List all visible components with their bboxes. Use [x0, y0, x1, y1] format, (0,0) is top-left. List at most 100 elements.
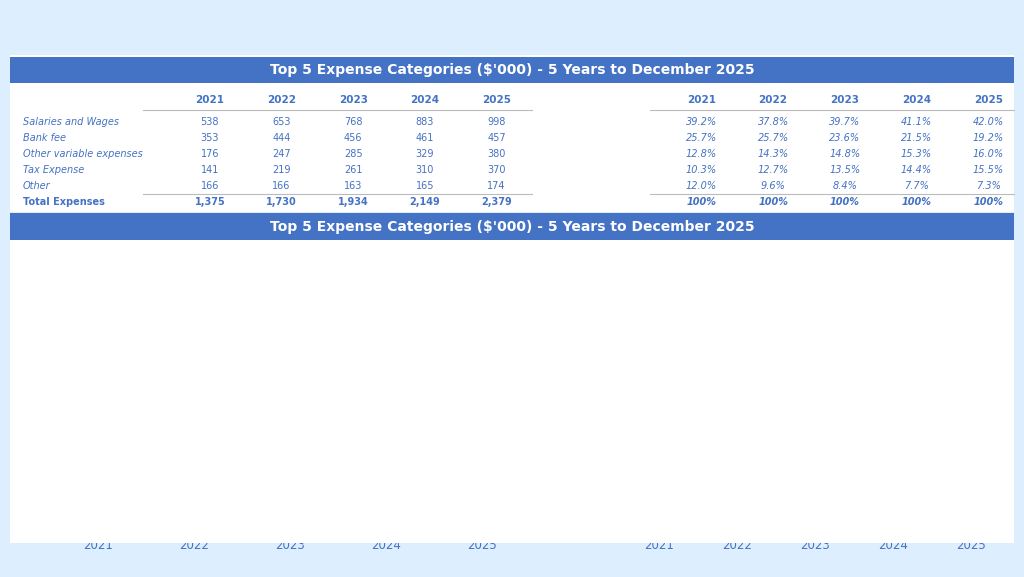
Text: Bank fee: Bank fee: [667, 343, 710, 354]
Bar: [69, 423, 128, 535]
Text: Bank fee: Bank fee: [23, 133, 66, 143]
Text: Salaries and
Wages: Salaries and Wages: [667, 280, 727, 302]
Text: 380: 380: [487, 149, 506, 159]
Bar: [260, 311, 319, 353]
Bar: [356, 355, 416, 417]
Text: 370: 370: [487, 165, 506, 175]
Text: 165: 165: [375, 254, 396, 264]
Text: Other variable
expenses: Other variable expenses: [667, 392, 737, 414]
Bar: [453, 359, 512, 415]
Text: 310: 310: [375, 286, 396, 296]
Text: 100%: 100%: [829, 197, 860, 207]
Text: 14.8%: 14.8%: [829, 149, 860, 159]
Text: 219: 219: [272, 165, 291, 175]
Text: 1,934: 1,934: [338, 197, 369, 207]
Text: 461: 461: [416, 133, 434, 143]
Text: 42.0%: 42.0%: [973, 117, 1004, 127]
Text: 653: 653: [183, 476, 205, 486]
Text: 166: 166: [87, 261, 109, 271]
Text: 219: 219: [183, 289, 205, 299]
Text: 998: 998: [487, 117, 506, 127]
Text: 1,730: 1,730: [266, 197, 297, 207]
Text: 285: 285: [344, 149, 362, 159]
Text: 998: 998: [471, 470, 493, 480]
Text: 538: 538: [87, 474, 109, 484]
Text: 2025: 2025: [974, 95, 1002, 105]
Text: Top 5 Expense Categories ($'000) - 5 Years to December 2025: Top 5 Expense Categories ($'000) - 5 Yea…: [269, 63, 755, 77]
Bar: [453, 248, 512, 269]
Text: 456: 456: [344, 133, 362, 143]
Text: 2025: 2025: [482, 95, 511, 105]
Text: 12.0%: 12.0%: [686, 181, 717, 191]
Text: 39.2%: 39.2%: [686, 117, 717, 127]
Bar: [260, 248, 319, 272]
Text: 25.7%: 25.7%: [758, 133, 788, 143]
Text: 2024: 2024: [902, 95, 931, 105]
Text: Other variable expenses: Other variable expenses: [23, 149, 142, 159]
Text: Salaries and Wages: Salaries and Wages: [23, 117, 119, 127]
Bar: [69, 349, 128, 423]
Text: 15.3%: 15.3%: [901, 149, 932, 159]
Text: 2,149: 2,149: [410, 197, 440, 207]
Text: 13.5%: 13.5%: [829, 165, 860, 175]
Text: 2023: 2023: [830, 95, 859, 105]
Text: 1,375: 1,375: [195, 197, 225, 207]
Text: 2024: 2024: [411, 95, 439, 105]
Text: 176: 176: [201, 149, 219, 159]
Bar: [260, 421, 319, 535]
Text: 176: 176: [87, 325, 110, 336]
Text: 10.3%: 10.3%: [686, 165, 717, 175]
Text: Other: Other: [23, 181, 50, 191]
Text: 247: 247: [272, 149, 291, 159]
Text: 461: 461: [375, 381, 397, 391]
Text: Total Expenses: Total Expenses: [23, 197, 104, 207]
Text: 329: 329: [375, 328, 396, 339]
Text: Tax Expense: Tax Expense: [667, 452, 727, 463]
Text: 2023: 2023: [339, 95, 368, 105]
Text: 100%: 100%: [686, 197, 717, 207]
Text: 538: 538: [201, 117, 219, 127]
Text: 247: 247: [183, 328, 205, 338]
Text: 329: 329: [416, 149, 434, 159]
Text: 2022: 2022: [267, 95, 296, 105]
Text: 883: 883: [416, 117, 434, 127]
Text: 41.1%: 41.1%: [901, 117, 932, 127]
Bar: [453, 314, 512, 359]
Text: 2022: 2022: [759, 95, 787, 105]
Text: 165: 165: [416, 181, 434, 191]
Text: 100%: 100%: [901, 197, 932, 207]
Text: 285: 285: [280, 327, 301, 337]
Bar: [69, 248, 128, 283]
Text: 100%: 100%: [758, 197, 788, 207]
Text: 768: 768: [280, 473, 301, 483]
Text: 653: 653: [272, 117, 291, 127]
Text: 7.7%: 7.7%: [904, 181, 929, 191]
Bar: [164, 276, 224, 312]
Text: 261: 261: [344, 165, 362, 175]
Text: 166: 166: [201, 181, 219, 191]
Bar: [453, 269, 512, 314]
Text: 19.2%: 19.2%: [973, 133, 1004, 143]
Text: 768: 768: [344, 117, 362, 127]
Bar: [356, 312, 416, 355]
Text: 7.3%: 7.3%: [976, 181, 1000, 191]
Bar: [164, 353, 224, 426]
Text: 456: 456: [280, 382, 301, 392]
Text: 16.0%: 16.0%: [973, 149, 1004, 159]
Bar: [260, 353, 319, 421]
Bar: [69, 283, 128, 312]
Text: 25.7%: 25.7%: [686, 133, 717, 143]
Text: 141: 141: [201, 165, 219, 175]
Text: 12.7%: 12.7%: [758, 165, 788, 175]
Text: 457: 457: [487, 133, 506, 143]
Text: 353: 353: [87, 381, 109, 391]
Text: Top 5 Expense Categories ($'000) - 5 Years to December 2025: Top 5 Expense Categories ($'000) - 5 Yea…: [269, 219, 755, 234]
Text: 21.5%: 21.5%: [901, 133, 932, 143]
Text: 14.3%: 14.3%: [758, 149, 788, 159]
Text: 883: 883: [375, 471, 396, 481]
Bar: [164, 312, 224, 353]
Bar: [69, 312, 128, 349]
Text: 2,379: 2,379: [481, 197, 512, 207]
Text: 174: 174: [471, 253, 493, 264]
Text: 353: 353: [201, 133, 219, 143]
